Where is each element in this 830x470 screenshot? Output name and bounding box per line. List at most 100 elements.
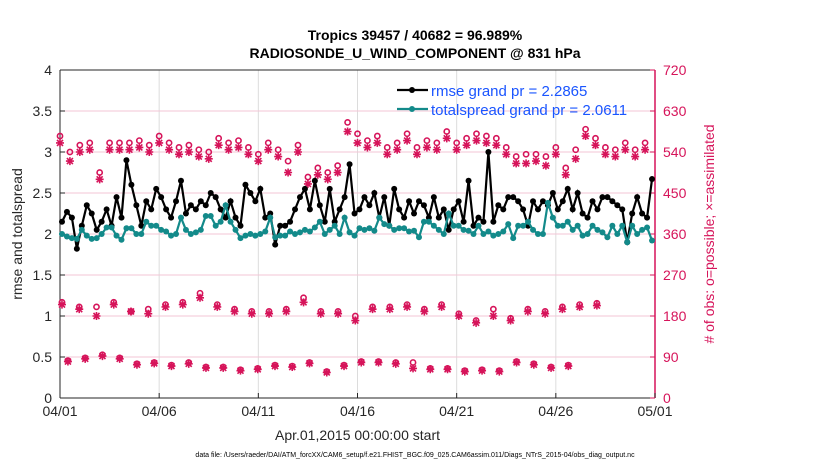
y-right-tick-label: 450 [663,185,687,201]
obs-assimilated-marker [219,363,228,372]
obs-assimilated-marker [105,145,114,154]
totalspread-point [153,222,160,229]
obs-assimilated-marker [161,302,170,311]
obs-assimilated-marker [343,127,352,136]
obs-possible-marker [304,173,312,181]
obs-assimilated-marker [506,316,515,325]
obs-possible-marker [354,130,361,138]
obs-possible-marker [572,146,580,154]
rmse-point [222,214,229,221]
totalspread-point [316,218,323,225]
obs-possible-marker [641,139,649,147]
y-tick-label: 0.5 [33,349,53,365]
rmse-point [470,222,477,229]
obs-assimilated-marker [313,170,322,179]
totalspread-point [331,222,338,229]
obs-assimilated-marker [264,145,273,154]
rmse-point [644,214,651,221]
totalspread-point [168,232,175,239]
y-right-tick-label: 720 [663,62,687,78]
obs-assimilated-marker [253,365,262,374]
totalspread-point [415,234,422,241]
rmse-point [510,194,517,201]
totalspread-point [450,222,457,229]
rmse-point [530,198,537,205]
obs-possible-marker [195,146,203,154]
rmse-point [381,194,388,201]
totalspread-point [530,226,537,233]
obs-assimilated-marker [541,161,550,170]
totalspread-point [356,225,363,232]
totalspread-point [93,235,100,242]
chart-title: Tropics 39457 / 40682 = 96.989% [307,27,523,43]
obs-assimilated-marker [532,157,540,166]
x-tick-label: 04/01 [42,403,77,419]
obs-assimilated-marker [478,366,487,375]
totalspread-point [579,232,586,239]
y-right-tick-label: 90 [663,349,679,365]
rmse-point [242,181,249,188]
obs-assimilated-marker [393,145,402,154]
totalspread-point [569,226,576,233]
obs-possible-marker [86,139,94,147]
totalspread-point [420,218,427,225]
obs-possible-marker [602,144,609,151]
obs-possible-marker [185,141,193,149]
totalspread-point [520,222,527,229]
rmse-point [128,181,135,188]
obs-possible-marker [264,139,272,147]
legend-marker-rmse [409,87,415,93]
totalspread-point [182,226,189,233]
rmse-point [341,194,348,201]
obs-assimilated-marker [492,141,501,150]
totalspread-point [326,226,333,233]
obs-possible-marker [106,139,113,147]
rmse-point [83,202,90,209]
obs-assimilated-marker [201,363,210,372]
totalspread-point [212,222,219,229]
rmse-point [287,218,294,225]
totalspread-point [282,232,289,239]
totalspread-point [371,227,378,234]
obs-possible-marker [235,137,242,145]
obs-possible-marker [145,141,153,149]
y-tick-label: 4 [44,62,52,78]
rmse-point [78,222,85,229]
obs-assimilated-marker [403,136,412,145]
y-right-tick-label: 180 [663,308,687,324]
rmse-point [569,206,576,213]
obs-possible-marker [631,146,639,154]
obs-possible-marker [175,144,183,151]
obs-assimilated-marker [495,367,504,376]
x-tick-label: 04/11 [241,403,275,419]
obs-assimilated-marker [581,132,590,141]
totalspread-point [505,221,512,228]
totalspread-point [133,231,140,237]
obs-assimilated-marker [631,152,640,161]
obs-possible-marker [205,148,213,156]
x-tick-label: 05/01 [637,403,672,419]
obs-assimilated-marker [357,358,366,367]
totalspread-point [118,236,125,243]
obs-possible-marker [364,137,371,145]
totalspread-point [361,226,368,233]
totalspread-point [341,214,348,221]
obs-assimilated-marker [512,358,521,367]
obs-assimilated-marker [547,363,556,372]
obs-assimilated-marker [305,359,314,368]
totalspread-point [381,221,388,228]
totalspread-point [177,214,184,221]
totalspread-point [321,231,328,237]
rmse-point [187,202,194,209]
rmse-point [604,194,611,201]
rmse-point [495,202,502,209]
totalspread-point [232,226,239,233]
rmse-point [564,185,571,192]
legend-label-totalspread: totalspread grand pr = 2.0611 [431,102,627,119]
obs-assimilated-marker [234,143,243,152]
totalspread-point [138,231,145,237]
rmse-point [366,202,373,209]
rmse-point [594,206,601,213]
rmse-point [450,206,457,213]
